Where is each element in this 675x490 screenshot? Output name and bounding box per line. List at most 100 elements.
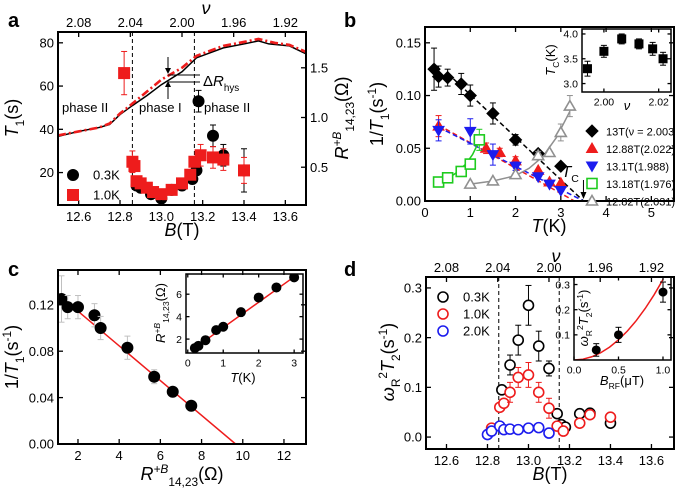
data-point <box>271 282 282 293</box>
data-point <box>184 168 197 181</box>
data-point <box>238 164 250 177</box>
data-point <box>432 125 445 137</box>
legend-label: 13T(ν = 2.003) <box>606 127 675 139</box>
panel-bi: 2.00 2.02 3.0 3.5 4.0 ν TC(K) <box>543 28 672 113</box>
data-point <box>522 369 535 381</box>
data-point <box>464 158 477 170</box>
data-point <box>542 145 557 158</box>
x-tick-label: 4 <box>602 205 609 220</box>
data-point <box>165 183 178 196</box>
x-axis-label: B(T) <box>533 464 568 484</box>
legend-label: 13.18T(1.976) <box>606 179 675 191</box>
x-tick-label: 1.0 <box>656 365 671 377</box>
series-13T-2-003- <box>427 47 568 173</box>
top-axis-label: ν <box>552 246 561 266</box>
data-point <box>634 39 644 49</box>
panel-c: 2 4 6 8 10 120.000.040.080.12R+B14,23(Ω)1/T1(… <box>0 259 307 489</box>
data-point <box>486 150 500 162</box>
data-point <box>479 141 493 153</box>
x-tick-label: 12 <box>277 448 291 463</box>
x-tick-label: 6 <box>157 448 164 463</box>
y-tick-label: 0.04 <box>29 390 54 405</box>
data-point <box>543 179 556 191</box>
data-point <box>431 69 446 84</box>
plot-area <box>574 279 668 360</box>
data-point <box>604 411 617 423</box>
fit-line <box>438 124 575 201</box>
data-point <box>504 359 516 371</box>
top-tick-label: 1.96 <box>588 260 613 275</box>
x-axis-label-part: (Ω) <box>198 464 223 484</box>
plot-frame <box>424 26 675 202</box>
y-axis-label-part: T <box>2 361 22 374</box>
data-point <box>509 161 522 173</box>
legend-label: 0.3K <box>463 290 490 305</box>
data-point <box>218 321 229 332</box>
x-axis-label: R+B14,23(Ω) <box>140 462 223 489</box>
x-axis-label-part: B <box>533 464 545 484</box>
x-tick-label: 12.6 <box>66 209 91 224</box>
x-tick-label: 12.6 <box>434 453 459 468</box>
plot-frame <box>57 269 307 445</box>
top-axis-label-part: ν <box>202 0 211 18</box>
data-point <box>498 397 510 410</box>
x-tick-label: 1 <box>467 205 474 220</box>
y-axis-label-part: T <box>576 316 591 325</box>
x-tick-label: 2.02 <box>648 97 669 109</box>
data-point <box>582 64 592 74</box>
x-axis-label-part: (K) <box>543 216 567 236</box>
panel-b: 0 1 2 3 4 50.000.050.100.15T(K)1/T1(s-1)bTC13… <box>344 10 675 236</box>
data-point <box>553 125 568 138</box>
y-tick-label: 4.0 <box>563 29 578 41</box>
x-axis-label-part: T <box>532 216 545 236</box>
x-tick-label: 8 <box>198 448 205 463</box>
legend-marker <box>67 169 79 181</box>
data-point <box>599 46 609 56</box>
delta-r-hys-label-part: hys <box>224 83 239 94</box>
panel-label: b <box>344 10 356 32</box>
data-point <box>192 95 205 108</box>
x-tick-label: 13.0 <box>516 453 541 468</box>
y2-axis-label-part: +B <box>330 132 344 147</box>
x-axis-label-part: R <box>140 464 153 484</box>
data-point <box>543 402 555 415</box>
y-tick-label: 0.00 <box>29 437 54 452</box>
x-tick-label: 3 <box>291 358 297 370</box>
data-point <box>188 155 201 168</box>
y-tick-label: 0.1 <box>555 330 570 342</box>
x-axis-label-part: RF <box>609 381 620 391</box>
data-point <box>557 425 570 437</box>
series-Tc <box>582 33 668 77</box>
y-axis-label-part: 2 <box>575 325 585 330</box>
y-axis-label-part: -1 <box>575 294 585 302</box>
x-tick-label: 12.8 <box>475 453 500 468</box>
data-point <box>584 408 596 421</box>
legend-marker <box>585 142 599 153</box>
data-point <box>532 386 545 399</box>
phase-label: phase II <box>62 100 108 115</box>
delta-r-hys-label: ΔRhys <box>203 73 239 94</box>
y-axis-label: TC(K) <box>543 44 561 76</box>
y-tick-label: 0.3 <box>555 279 570 291</box>
x-axis-label-part: (T) <box>177 220 200 240</box>
y-tick-label: 2 <box>176 334 182 346</box>
data-point <box>658 54 668 64</box>
phase-label: phase I <box>139 100 182 115</box>
y-axis-label-part: R <box>584 330 594 336</box>
x-tick-label: 1 <box>220 358 226 370</box>
y-axis-label-part: ) <box>576 290 591 294</box>
series-12-82T-2-031- <box>463 95 577 189</box>
series-R-vs-T <box>189 274 300 353</box>
data-point <box>455 165 468 178</box>
x-tick-label: 13.4 <box>231 209 256 224</box>
y-axis-label-part: ω <box>576 336 591 346</box>
data-point <box>193 340 204 351</box>
legend-label: 13.1T(1.988) <box>606 162 669 174</box>
data-point <box>554 159 568 173</box>
top-tick-label: 2.08 <box>66 15 91 30</box>
y-tick-label: 0.08 <box>29 344 54 359</box>
y-axis-label-part: +B <box>152 323 162 334</box>
data-point <box>121 341 134 354</box>
data-point <box>531 172 545 184</box>
y-axis-label-part: 2 <box>389 354 403 361</box>
